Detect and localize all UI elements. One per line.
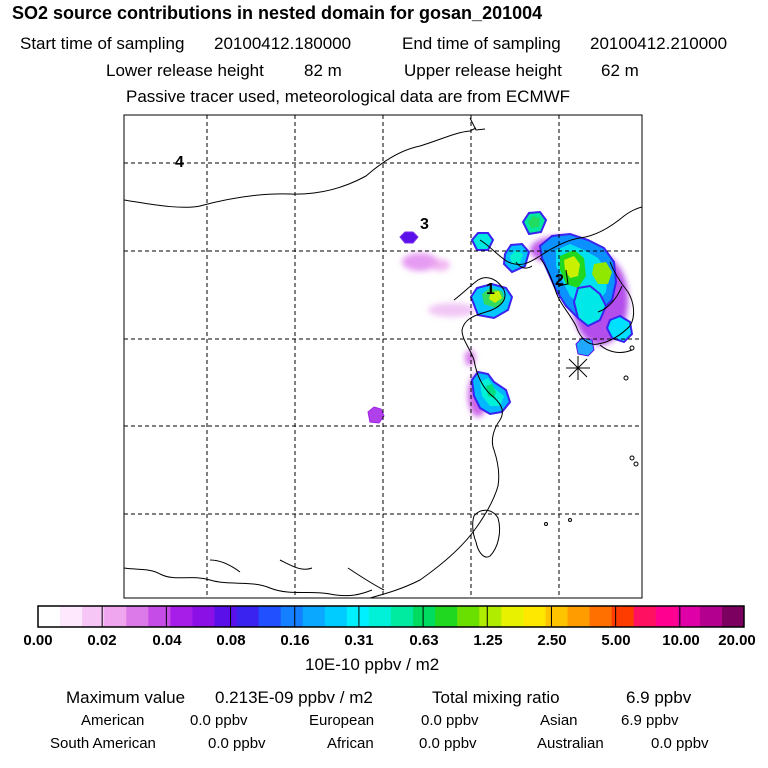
plume-blobs <box>367 210 634 424</box>
australian-value: 0.0 ppbv <box>651 735 709 752</box>
colorbar-swatch <box>435 606 458 627</box>
colorbar-tick-4: 0.16 <box>280 632 310 649</box>
end-time-label: End time of sampling <box>402 34 561 53</box>
european-value: 0.0 ppbv <box>421 712 479 729</box>
tracer-note: Passive tracer used, meteorological data… <box>126 87 571 106</box>
american-value: 0.0 ppbv <box>190 712 248 729</box>
colorbar-swatch <box>567 606 591 627</box>
colorbar-swatch <box>501 606 524 627</box>
max-value: 0.213E-09 ppbv / m2 <box>215 688 373 707</box>
colorbar-tick-11: 20.00 <box>718 632 756 649</box>
region-label-1: 1 <box>486 281 495 298</box>
colorbar-swatch <box>60 606 83 627</box>
colorbar-swatch <box>479 606 502 627</box>
colorbar-swatch <box>655 606 679 627</box>
colorbar-tick-7: 1.25 <box>473 632 503 649</box>
colorbar-swatch <box>611 606 635 627</box>
colorbar-swatch <box>721 606 745 627</box>
colorbar-tick-1: 0.02 <box>87 632 117 649</box>
colorbar-swatch <box>214 606 238 627</box>
map-frame <box>123 114 643 599</box>
african-value: 0.0 ppbv <box>419 735 477 752</box>
colorbar-swatch <box>38 606 61 627</box>
region-label-2: 2 <box>555 272 564 289</box>
lower-release-label: Lower release height <box>106 61 264 80</box>
colorbar-swatch <box>589 606 613 627</box>
colorbar <box>37 605 745 628</box>
asian-label: Asian <box>540 712 578 729</box>
colorbar-swatch <box>302 606 326 627</box>
receptor-star-icon <box>566 356 590 380</box>
page-title: SO2 source contributions in nested domai… <box>12 3 543 23</box>
colorbar-swatch <box>170 606 193 627</box>
colorbar-swatch <box>633 606 657 627</box>
european-label: European <box>309 712 375 729</box>
colorbar-swatch <box>192 606 215 627</box>
upper-release-value: 62 m <box>601 61 639 80</box>
colorbar-swatch <box>677 606 701 627</box>
region-label-3: 3 <box>420 216 429 233</box>
colorbar-swatch <box>368 606 392 627</box>
colorbar-tick-2: 0.04 <box>152 632 182 649</box>
islands <box>544 345 639 526</box>
colorbar-swatch <box>457 606 480 627</box>
upper-release-label: Upper release height <box>404 61 562 80</box>
colorbar-swatch <box>280 606 304 627</box>
coastlines <box>124 117 642 598</box>
colorbar-swatch <box>258 606 282 627</box>
region-label-4: 4 <box>175 154 184 171</box>
max-value-label: Maximum value <box>66 688 186 707</box>
colorbar-swatch <box>346 606 370 627</box>
south-american-value: 0.0 ppbv <box>208 735 266 752</box>
colorbar-tick-6: 0.63 <box>409 632 439 649</box>
colorbar-swatch <box>523 606 546 627</box>
colorbar-unit: 10E-10 ppbv / m2 <box>305 655 440 674</box>
colorbar-swatch <box>324 606 348 627</box>
colorbar-swatch <box>391 606 414 627</box>
colorbar-tick-10: 10.00 <box>662 632 700 649</box>
colorbar-swatch <box>699 606 723 627</box>
total-mixing-value: 6.9 ppbv <box>626 688 692 707</box>
colorbar-tick-8: 2.50 <box>537 632 567 649</box>
colorbar-border <box>37 605 745 628</box>
south-american-label: South American <box>50 735 156 752</box>
colorbar-swatch <box>148 606 171 627</box>
colorbar-swatch <box>82 606 105 627</box>
african-label: African <box>327 735 374 752</box>
colorbar-tick-0: 0.00 <box>23 632 53 649</box>
colorbar-swatch <box>236 606 260 627</box>
american-label: American <box>81 712 145 729</box>
colorbar-tick-3: 0.08 <box>216 632 246 649</box>
colorbar-swatch <box>413 606 436 627</box>
lower-release-value: 82 m <box>304 61 342 80</box>
colorbar-tick-9: 5.00 <box>601 632 631 649</box>
total-mixing-label: Total mixing ratio <box>432 688 560 707</box>
colorbar-swatch <box>126 606 149 627</box>
colorbar-tick-5: 0.31 <box>344 632 374 649</box>
start-time-value: 20100412.180000 <box>214 34 352 53</box>
asian-value: 6.9 ppbv <box>621 712 679 729</box>
map-area: 4 3 1 2 <box>124 115 642 598</box>
end-time-value: 20100412.210000 <box>590 34 728 53</box>
colorbar-swatch <box>104 606 127 627</box>
australian-label: Australian <box>537 735 604 752</box>
colorbar-swatch <box>545 606 568 627</box>
gridlines <box>124 115 642 598</box>
start-time-label: Start time of sampling <box>20 34 185 53</box>
